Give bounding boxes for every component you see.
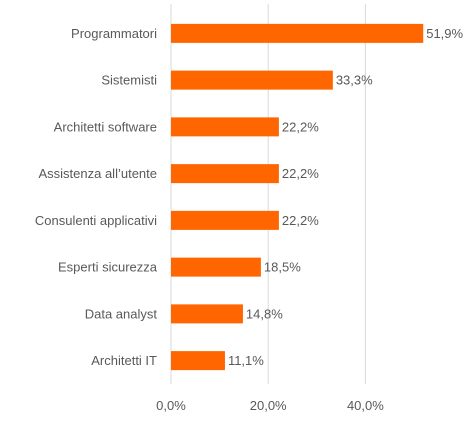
- label-layer: Programmatori 51,9% Sistemisti 33,3% Archite…: [35, 26, 464, 368]
- x-tick-label: 0,0%: [156, 398, 186, 413]
- bar-layer: [171, 23, 424, 371]
- category-label: Consulenti applicativi: [35, 213, 157, 228]
- category-label: Architetti software: [54, 119, 157, 134]
- category-label: Esperti sicurezza: [58, 260, 158, 275]
- data-label: 22,2%: [282, 213, 319, 228]
- bar: [171, 210, 279, 230]
- bar: [171, 23, 424, 43]
- bar: [171, 70, 333, 90]
- data-label: 11,1%: [228, 353, 264, 368]
- category-label: Assistenza all’utente: [38, 166, 157, 181]
- bar: [171, 304, 243, 324]
- data-label: 33,3%: [336, 73, 373, 88]
- category-label: Data analyst: [85, 306, 158, 321]
- x-tick-label: 20,0%: [250, 398, 287, 413]
- category-label: Programmatori: [71, 26, 157, 41]
- data-label: 22,2%: [282, 119, 319, 134]
- bar: [171, 117, 279, 137]
- data-label: 22,2%: [282, 166, 319, 181]
- category-label: Sistemisti: [101, 73, 157, 88]
- x-tick-label: 40,0%: [347, 398, 384, 413]
- data-label: 18,5%: [264, 260, 301, 275]
- bar: [171, 257, 261, 277]
- data-label: 14,8%: [246, 306, 283, 321]
- bar: [171, 351, 225, 371]
- grid-layer: [170, 4, 366, 384]
- tick-layer: 0,0% 20,0% 40,0%: [156, 398, 384, 413]
- bar: [171, 164, 279, 184]
- category-label: Architetti IT: [91, 353, 157, 368]
- data-label: 51,9%: [426, 26, 463, 41]
